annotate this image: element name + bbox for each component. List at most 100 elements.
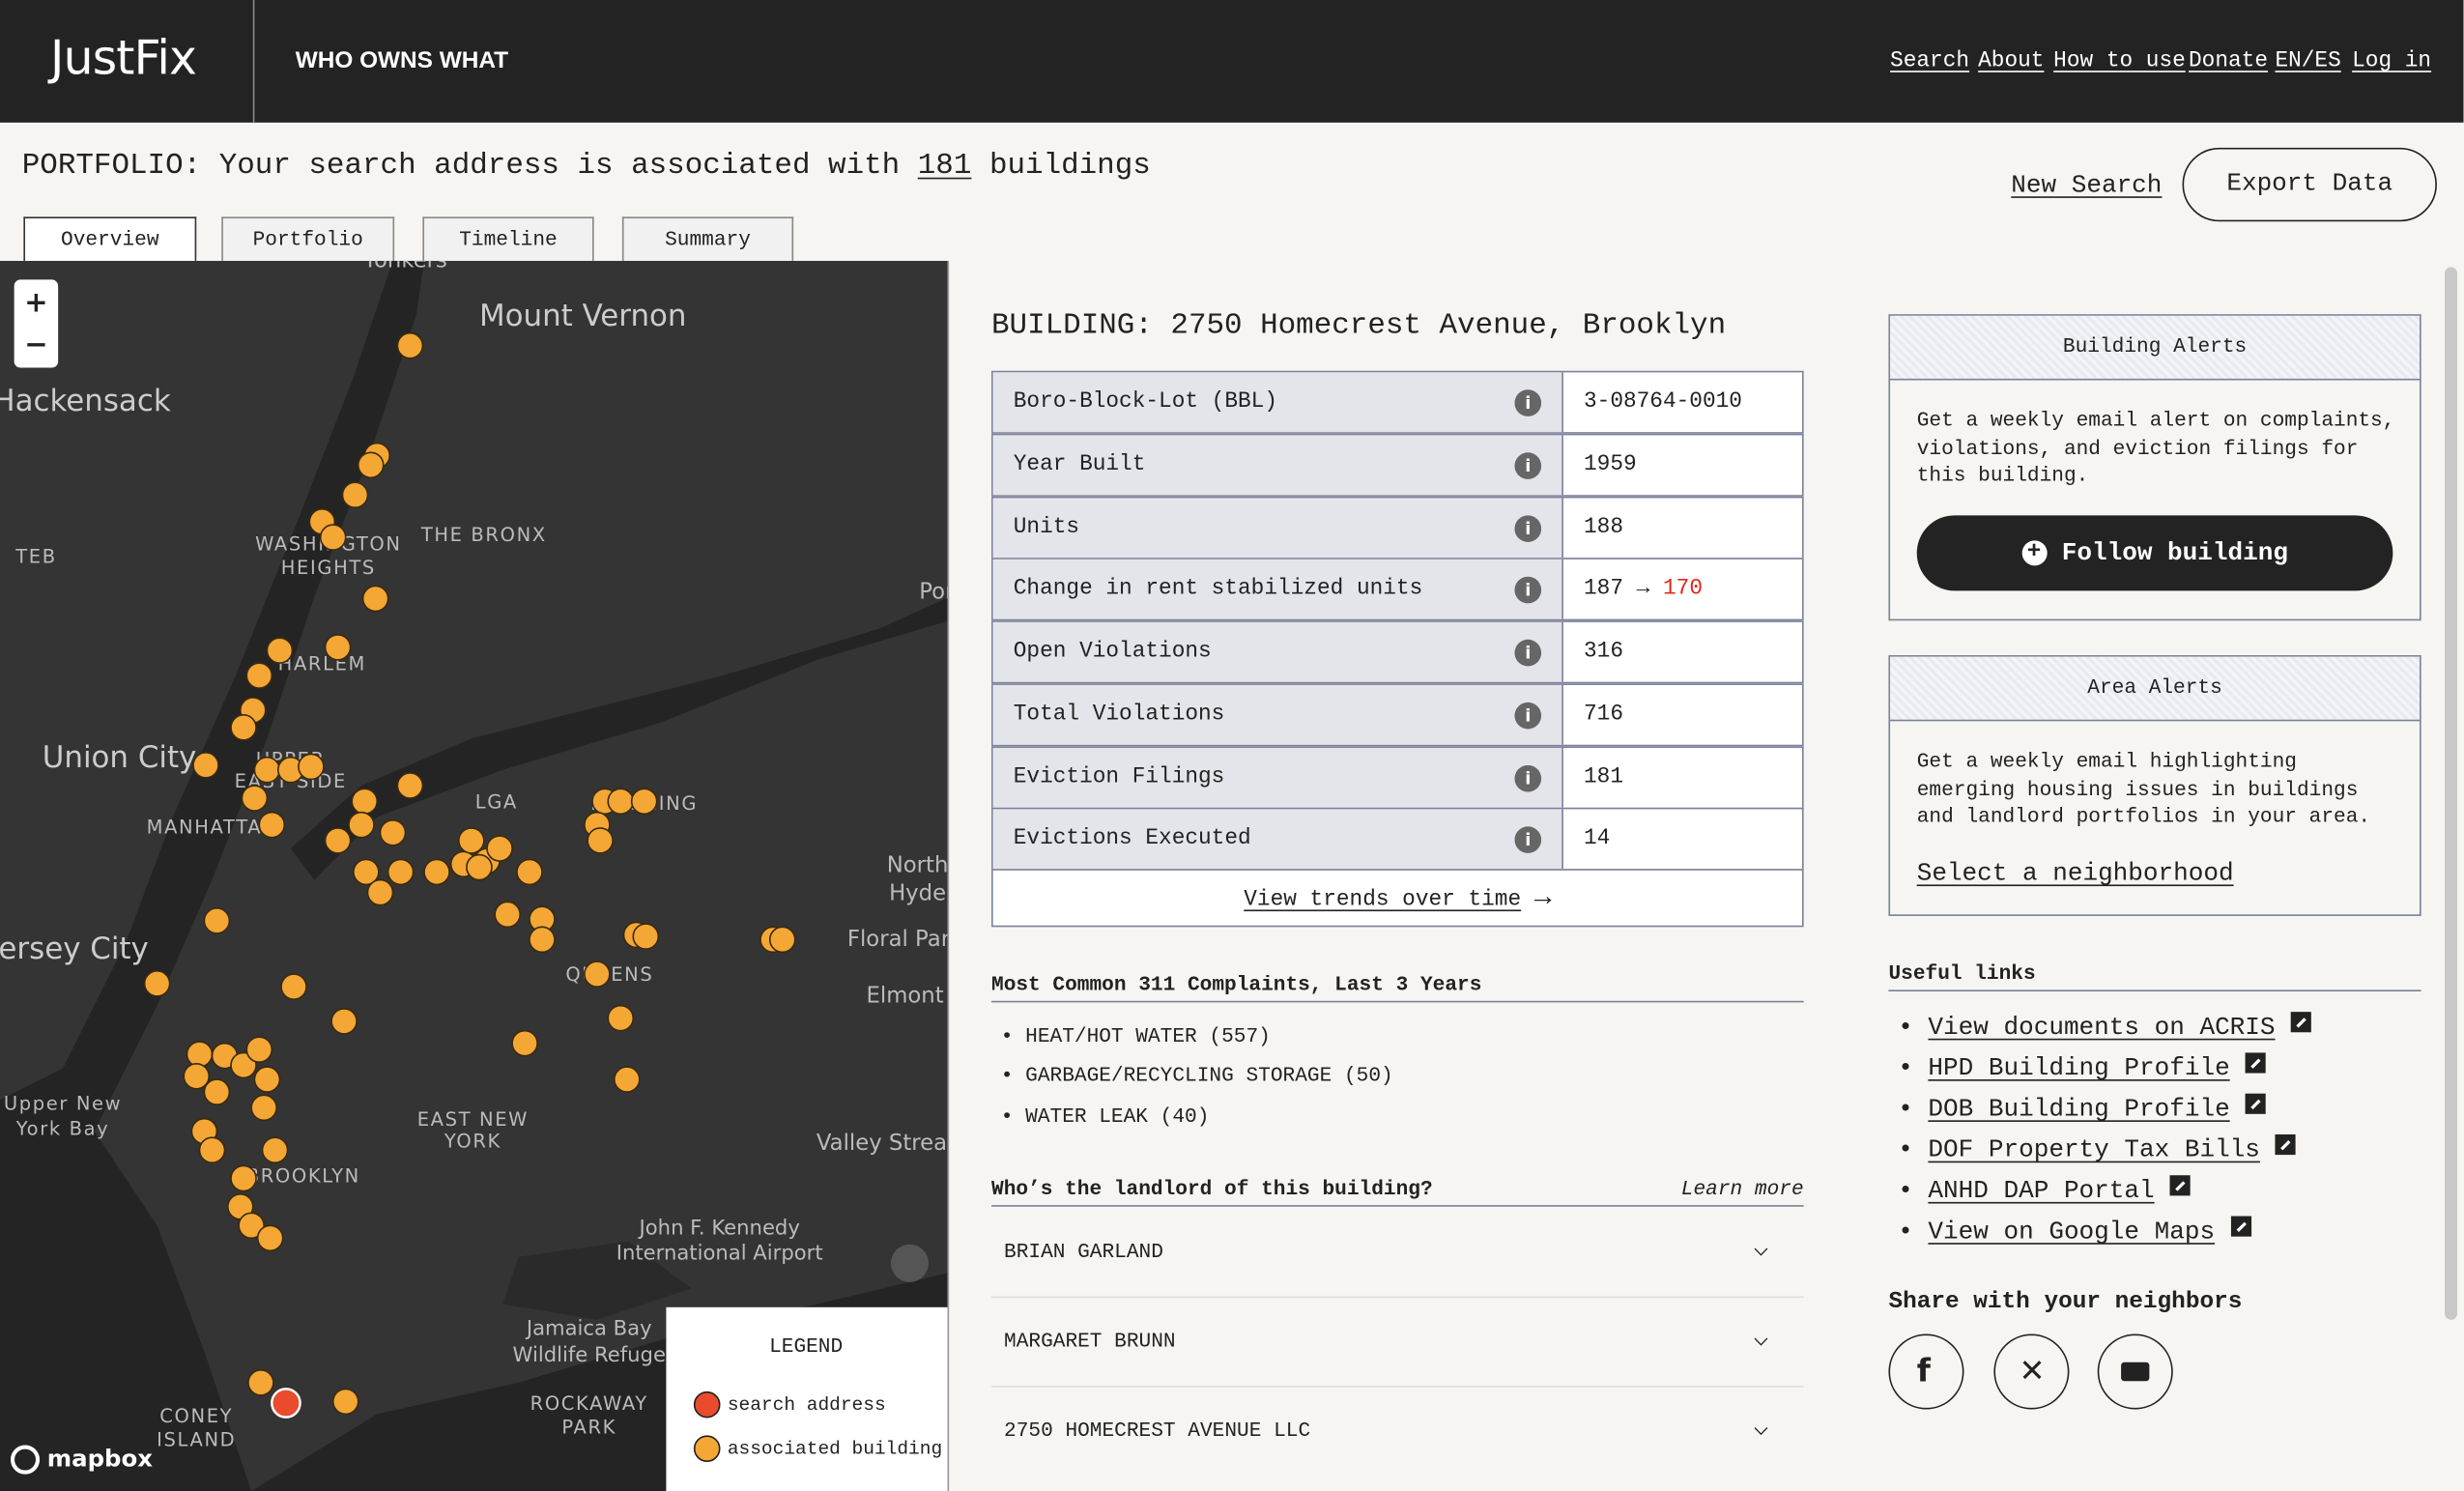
associated-building bbox=[768, 926, 796, 954]
useful-link[interactable]: • DOF Property Tax Bills bbox=[1898, 1133, 2297, 1164]
associated-building bbox=[341, 481, 369, 509]
external-icon bbox=[2230, 1216, 2251, 1237]
nav-link[interactable]: Donate bbox=[2189, 48, 2269, 74]
useful-link[interactable]: • DOB Building Profile bbox=[1898, 1093, 2267, 1124]
landlord[interactable]: MARGARET BRUNN ⌵ bbox=[991, 1296, 1804, 1388]
nav-link[interactable]: How to use bbox=[2053, 48, 2186, 74]
text: Who’s the landlord of this building? bbox=[991, 1176, 1433, 1201]
trends-link[interactable]: View trends over time → bbox=[991, 869, 1804, 928]
useful-link[interactable]: • ANHD DAP Portal bbox=[1898, 1175, 2192, 1206]
chevron: ⌵ bbox=[1753, 1324, 1769, 1353]
logo[interactable]: JustFix bbox=[50, 31, 197, 87]
place-label: Union City bbox=[43, 740, 197, 775]
complaint: • WATER LEAK (40) bbox=[1000, 1104, 1210, 1129]
associated-building bbox=[494, 901, 522, 929]
place-label: BROOKLYN bbox=[246, 1164, 360, 1187]
external-icon bbox=[2276, 1133, 2297, 1156]
place-label: Hackensack bbox=[0, 384, 171, 418]
table-row: Change in rent stabilized units i 187 → 17… bbox=[991, 558, 1804, 621]
place-label: Floral Park bbox=[847, 927, 949, 952]
associated-building bbox=[396, 772, 424, 799]
nav-link[interactable]: Search bbox=[1890, 48, 1970, 74]
card-title: Area Alerts bbox=[1890, 656, 2421, 722]
share-x[interactable]: ✕ bbox=[1993, 1333, 2070, 1410]
place-label: HEIGHTS bbox=[281, 557, 376, 579]
info-icon: i bbox=[1514, 389, 1542, 416]
useful-link[interactable]: • View on Google Maps bbox=[1898, 1216, 2251, 1246]
zoom-out[interactable]: − bbox=[24, 328, 48, 360]
value-from: 187 bbox=[1584, 577, 1624, 603]
map[interactable]: YonkersMount VernonHackensackTEBWASHINGT… bbox=[0, 260, 950, 1491]
text: HEAT/HOT WATER (557) bbox=[1025, 1024, 1271, 1048]
zoom-in[interactable]: + bbox=[24, 285, 48, 318]
place-label: Wildlife Refuge bbox=[513, 1342, 666, 1366]
place-label: York Bay bbox=[15, 1118, 110, 1140]
associated-building bbox=[324, 827, 352, 854]
tab[interactable]: Overview bbox=[23, 216, 197, 261]
associated-building bbox=[331, 1388, 359, 1416]
section-title: Who’s the landlord of this building? Lear… bbox=[991, 1177, 1804, 1207]
card-text: Get a weekly email highlighting emerging… bbox=[1916, 749, 2371, 828]
tab[interactable]: Timeline bbox=[422, 216, 594, 261]
tab[interactable]: Portfolio bbox=[221, 216, 395, 261]
row-value: 14 bbox=[1584, 810, 1610, 870]
header: JustFix WHO OWNS WHAT Search About How t… bbox=[0, 0, 2464, 123]
scrollbar[interactable] bbox=[2445, 267, 2458, 1320]
learn-more[interactable]: Learn more bbox=[1680, 1176, 1804, 1201]
useful-link[interactable]: • View documents on ACRIS bbox=[1898, 1012, 2311, 1042]
associated-building bbox=[192, 752, 219, 779]
link-text: ANHD DAP Portal bbox=[1928, 1176, 2155, 1206]
associated-building bbox=[203, 1078, 231, 1105]
info-icon: i bbox=[1514, 702, 1542, 730]
landlord-name: 2750 HOMECREST AVENUE LLC bbox=[1004, 1419, 1311, 1443]
info-button[interactable] bbox=[890, 1244, 929, 1282]
export-button[interactable]: Export Data bbox=[2182, 147, 2437, 222]
share-facebook[interactable]: f bbox=[1888, 1333, 1964, 1410]
place-label: Mount Vernon bbox=[479, 299, 686, 333]
row-value: 3-08764-0010 bbox=[1584, 372, 1742, 432]
info-icon: i bbox=[1514, 577, 1542, 604]
associated-building bbox=[351, 788, 379, 816]
place-label: Yonkers bbox=[362, 261, 447, 273]
nav-link[interactable]: Log in bbox=[2352, 48, 2432, 74]
chevron: ⌵ bbox=[1753, 1414, 1769, 1443]
place-label: John F. Kennedy bbox=[638, 1216, 800, 1240]
place-label: TEB bbox=[14, 546, 57, 568]
associated-building bbox=[319, 524, 347, 551]
buildings bbox=[143, 331, 796, 1419]
landlord[interactable]: 2750 HOMECREST AVENUE LLC ⌵ bbox=[991, 1386, 1804, 1476]
associated-building bbox=[253, 756, 281, 784]
building-title: BUILDING: 2750 Homecrest Avenue, Brookly… bbox=[991, 307, 1727, 343]
useful-link[interactable]: • HPD Building Profile bbox=[1898, 1052, 2267, 1082]
landlord[interactable]: BRIAN GARLAND ⌵ bbox=[991, 1207, 1804, 1299]
associated-building bbox=[379, 818, 407, 846]
nav-link[interactable]: About bbox=[1978, 48, 2045, 74]
associated-building bbox=[630, 788, 658, 816]
associated-building bbox=[457, 827, 485, 854]
table-row: Evictions Executed i 14 bbox=[991, 808, 1804, 872]
water bbox=[290, 596, 950, 880]
associated-building bbox=[280, 973, 307, 1000]
nav-link[interactable]: EN/ES bbox=[2275, 48, 2341, 74]
attribution[interactable]: mapbox bbox=[47, 1445, 153, 1473]
associated-building bbox=[298, 753, 325, 781]
icon bbox=[2121, 1362, 2150, 1382]
associated-building bbox=[486, 835, 513, 862]
table-row: Units i 188 bbox=[991, 496, 1804, 559]
mapbox-logo bbox=[10, 1445, 41, 1475]
area-alerts: Area Alerts Get a weekly email highlight… bbox=[1888, 655, 2421, 916]
follow-button[interactable]: + Follow building bbox=[1916, 515, 2393, 591]
new-search[interactable]: New Search bbox=[2011, 171, 2163, 200]
card-text: Get a weekly email alert on complaints, … bbox=[1916, 408, 2395, 488]
table-row: Eviction Filings i 181 bbox=[991, 745, 1804, 809]
tab[interactable]: Summary bbox=[621, 216, 794, 261]
select-link[interactable]: Select a neighborhood bbox=[1916, 859, 2234, 888]
associated-building bbox=[607, 1004, 635, 1032]
share-email[interactable] bbox=[2097, 1333, 2173, 1410]
complaint: • GARBAGE/RECYCLING STORAGE (50) bbox=[1000, 1063, 1393, 1088]
icon: f bbox=[1916, 1351, 1931, 1390]
text: GARBAGE/RECYCLING STORAGE (50) bbox=[1025, 1063, 1393, 1088]
place-label: Hyde bbox=[889, 881, 946, 906]
value: 316 bbox=[1584, 639, 1624, 665]
info-icon: i bbox=[1514, 451, 1542, 479]
